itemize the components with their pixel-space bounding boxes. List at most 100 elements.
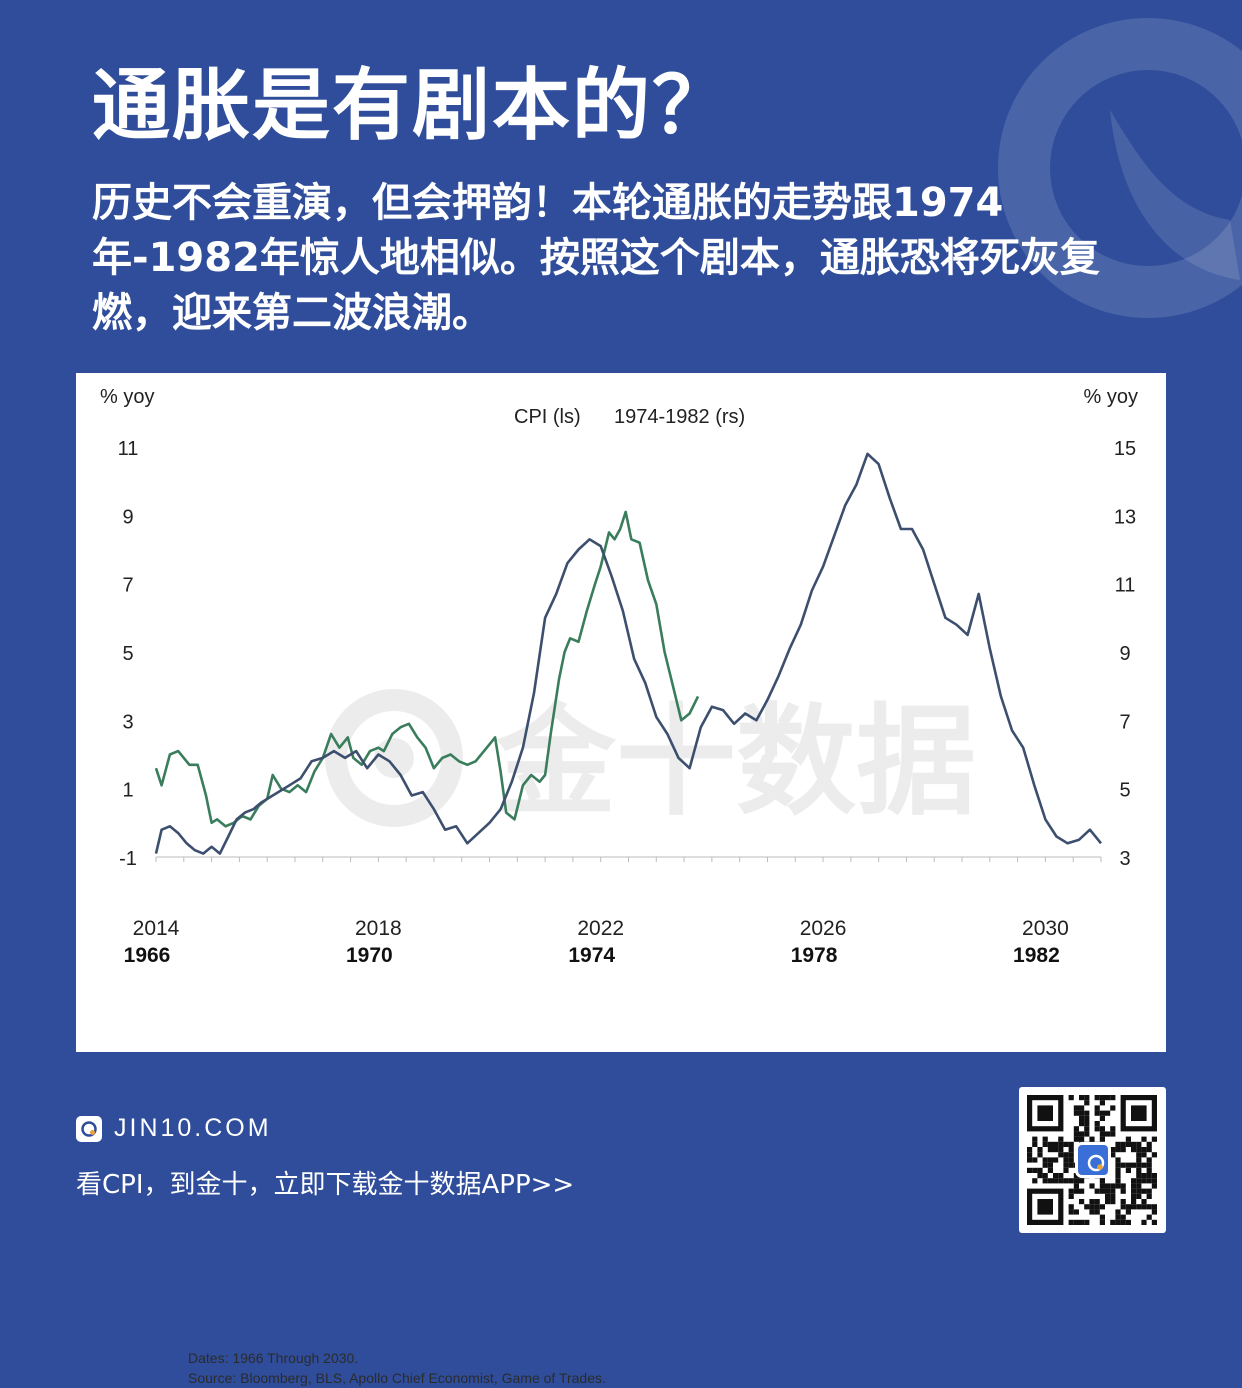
- qr-module: [1136, 1204, 1142, 1210]
- qr-module: [1115, 1178, 1121, 1184]
- qr-module: [1115, 1167, 1121, 1173]
- qr-module: [1094, 1105, 1100, 1111]
- qr-module: [1099, 1183, 1105, 1189]
- qr-module: [1089, 1183, 1095, 1189]
- qr-module: [1094, 1095, 1100, 1101]
- qr-module: [1073, 1105, 1079, 1111]
- qr-module: [1089, 1204, 1095, 1210]
- series-line-cpi: [154, 510, 700, 828]
- qr-module: [1084, 1100, 1090, 1106]
- qr-module: [1146, 1147, 1152, 1153]
- qr-module: [1146, 1178, 1152, 1184]
- y-left-tick-label: 11: [118, 438, 139, 460]
- qr-module: [1099, 1131, 1105, 1137]
- qr-module: [1063, 1162, 1069, 1168]
- qr-module: [1073, 1178, 1079, 1184]
- brand-row[interactable]: JIN10.COM: [76, 1114, 272, 1143]
- qr-module: [1110, 1126, 1116, 1132]
- qr-module: [1068, 1147, 1074, 1153]
- y-right-tick-label: 13: [1114, 506, 1136, 528]
- qr-module: [1131, 1178, 1137, 1184]
- qr-module: [1151, 1173, 1157, 1179]
- qr-module: [1084, 1219, 1090, 1225]
- qr-module: [1058, 1141, 1064, 1147]
- qr-module: [1099, 1136, 1105, 1142]
- qr-module: [1042, 1141, 1048, 1147]
- qr-module: [1151, 1219, 1157, 1225]
- x-tick-label-top: 2030: [1022, 917, 1069, 940]
- qr-module: [1094, 1126, 1100, 1132]
- qr-module: [1037, 1105, 1053, 1121]
- qr-module: [1099, 1095, 1105, 1101]
- qr-module: [1068, 1152, 1074, 1158]
- qr-module: [1099, 1110, 1105, 1116]
- y-left-tick-label: 3: [122, 711, 133, 733]
- qr-module: [1136, 1188, 1142, 1194]
- qr-module: [1120, 1219, 1126, 1225]
- qr-module: [1068, 1209, 1074, 1215]
- qr-module: [1136, 1178, 1142, 1184]
- y-right-tick-label: 15: [1114, 438, 1136, 460]
- qr-module: [1084, 1204, 1090, 1210]
- qr-module: [1141, 1136, 1147, 1142]
- download-cta[interactable]: 看CPI，到金十，立即下载金十数据APP>>: [76, 1170, 575, 1200]
- qr-module: [1136, 1193, 1142, 1199]
- chart-card: 金十数据 % yoy% yoy CPI (ls) 1974-1982 (rs) 11 9…: [76, 373, 1166, 1386]
- qr-module: [1120, 1162, 1126, 1168]
- qr-module: [1141, 1178, 1147, 1184]
- qr-module: [1032, 1167, 1038, 1173]
- qr-module: [1063, 1167, 1069, 1173]
- qr-module: [1131, 1188, 1137, 1194]
- x-tick-label-bottom: 1978: [791, 944, 838, 967]
- y-right-tick-label: 7: [1119, 711, 1130, 733]
- qr-module: [1079, 1131, 1085, 1137]
- watermark-text: 金十数据: [495, 693, 976, 832]
- qr-module: [1099, 1115, 1105, 1121]
- series-line-1974-1982: [154, 452, 1103, 855]
- decorative-logo-shape: [1110, 110, 1240, 280]
- qr-module: [1068, 1219, 1074, 1225]
- qr-module: [1047, 1162, 1053, 1168]
- qr-module: [1120, 1204, 1126, 1210]
- qr-module: [1099, 1100, 1105, 1106]
- qr-module: [1125, 1167, 1131, 1173]
- x-tick-label-top: 2026: [800, 917, 847, 940]
- qr-module: [1047, 1147, 1053, 1153]
- qr-module: [1073, 1110, 1079, 1116]
- qr-module: [1047, 1141, 1053, 1147]
- qr-module: [1073, 1219, 1079, 1225]
- qr-module: [1042, 1162, 1048, 1168]
- qr-module: [1110, 1095, 1116, 1101]
- qr-module: [1094, 1204, 1100, 1210]
- qr-module: [1131, 1105, 1147, 1121]
- qr-code[interactable]: [1019, 1087, 1166, 1233]
- qr-module: [1146, 1214, 1152, 1220]
- brand-url[interactable]: JIN10.COM: [114, 1114, 272, 1142]
- y-left-tick-label: 1: [122, 780, 133, 802]
- jin10-logo-icon: [76, 1115, 102, 1142]
- qr-module: [1151, 1209, 1157, 1215]
- qr-module: [1105, 1131, 1111, 1137]
- qr-module: [1141, 1199, 1147, 1205]
- qr-module: [1110, 1199, 1116, 1205]
- qr-module: [1110, 1131, 1116, 1137]
- qr-module: [1053, 1147, 1059, 1153]
- y-left-tick-label: 7: [122, 575, 133, 597]
- qr-module: [1151, 1136, 1157, 1142]
- x-tick-label-top: 2014: [133, 917, 180, 940]
- qr-module: [1131, 1141, 1137, 1147]
- qr-module: [1073, 1188, 1079, 1194]
- qr-module: [1141, 1204, 1147, 1210]
- qr-module: [1115, 1209, 1121, 1215]
- qr-module: [1099, 1126, 1105, 1132]
- qr-module: [1047, 1157, 1053, 1163]
- qr-module: [1079, 1121, 1085, 1127]
- qr-module: [1053, 1157, 1059, 1163]
- qr-module: [1058, 1152, 1064, 1158]
- x-tick-label-top: 2022: [577, 917, 624, 940]
- qr-module: [1089, 1136, 1095, 1142]
- qr-module: [1136, 1162, 1142, 1168]
- qr-module: [1068, 1193, 1074, 1199]
- qr-module: [1110, 1183, 1116, 1189]
- qr-module: [1094, 1199, 1100, 1205]
